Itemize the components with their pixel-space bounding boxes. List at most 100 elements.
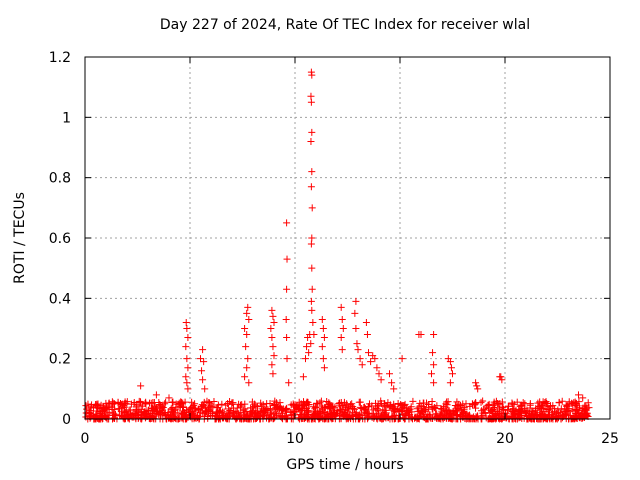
- data-point: [351, 309, 359, 317]
- x-tick-label: 25: [601, 431, 619, 447]
- data-point: [269, 370, 277, 378]
- baseline-point: [442, 407, 450, 415]
- baseline-point: [188, 398, 196, 406]
- data-point: [474, 385, 482, 393]
- baseline-point: [557, 405, 565, 413]
- baseline-point: [146, 399, 154, 407]
- baseline-point: [204, 414, 212, 422]
- baseline-point: [303, 414, 311, 422]
- baseline-point: [428, 405, 436, 413]
- baseline-point: [472, 404, 480, 412]
- data-point: [282, 315, 290, 323]
- baseline-point: [570, 399, 578, 407]
- baseline-point: [260, 408, 268, 416]
- baseline-point: [377, 397, 385, 405]
- baseline-point: [138, 414, 146, 422]
- baseline-point: [88, 411, 96, 419]
- baseline-point: [531, 406, 539, 414]
- baseline-point: [161, 400, 169, 408]
- baseline-point: [94, 400, 102, 408]
- data-point: [302, 355, 309, 363]
- baseline-point: [424, 401, 432, 409]
- baseline-point: [350, 405, 358, 413]
- baseline-point: [521, 400, 529, 408]
- baseline-point: [174, 400, 182, 408]
- baseline-point: [156, 401, 164, 409]
- data-point: [307, 92, 315, 100]
- baseline-point: [453, 398, 461, 406]
- data-point: [390, 385, 398, 393]
- baseline-point: [211, 412, 219, 420]
- y-tick-label: 0: [62, 412, 71, 428]
- baseline-point: [565, 414, 573, 422]
- baseline-point: [405, 406, 413, 414]
- baseline-point: [360, 406, 368, 414]
- baseline-point: [555, 398, 563, 406]
- baseline-point: [206, 399, 214, 407]
- data-point: [270, 352, 278, 360]
- baseline-point: [282, 407, 290, 415]
- baseline-point: [563, 402, 571, 410]
- baseline-point: [311, 407, 319, 415]
- baseline-point: [536, 404, 544, 412]
- baseline-point: [508, 399, 516, 407]
- baseline-point: [504, 402, 512, 410]
- baseline-point: [373, 405, 381, 413]
- baseline-point: [442, 414, 450, 422]
- baseline-point: [521, 406, 529, 414]
- baseline-point: [263, 400, 271, 408]
- baseline-point: [375, 401, 383, 409]
- baseline-point: [381, 400, 389, 408]
- baseline-point: [287, 411, 295, 419]
- baseline-point: [219, 408, 227, 416]
- data-point: [352, 325, 360, 332]
- data-point: [310, 331, 318, 339]
- y-tick-label: 0.2: [49, 352, 71, 368]
- baseline-point: [157, 411, 165, 419]
- data-point: [307, 183, 315, 191]
- baseline-point: [101, 405, 109, 413]
- baseline-point: [391, 406, 399, 414]
- data-point: [269, 343, 277, 351]
- baseline-point: [404, 407, 412, 415]
- baseline-point: [219, 412, 227, 420]
- y-tick-label: 1: [62, 110, 71, 126]
- data-point: [283, 355, 291, 363]
- data-point: [197, 355, 204, 363]
- baseline-point: [132, 410, 140, 418]
- data-point: [371, 355, 379, 363]
- data-point: [184, 334, 192, 342]
- data-point: [449, 370, 456, 378]
- data-point: [285, 379, 293, 387]
- x-tick-label: 15: [391, 431, 409, 447]
- baseline-point: [356, 398, 364, 406]
- baseline-point: [118, 407, 126, 415]
- baseline-point: [546, 407, 554, 415]
- baseline-point: [432, 410, 440, 418]
- baseline-point: [316, 408, 324, 416]
- data-point: [267, 325, 275, 332]
- baseline-point: [361, 412, 369, 420]
- data-point: [362, 318, 370, 326]
- data-point: [270, 318, 278, 326]
- baseline-point: [210, 398, 218, 406]
- baseline-point: [500, 405, 508, 413]
- data-point: [338, 346, 346, 354]
- baseline-point: [526, 401, 534, 409]
- baseline-point: [168, 408, 176, 416]
- axis-ticks: 0 5 10 15 20 25 0 0.2 0.4 0.6 0.8 1 1.2: [49, 50, 619, 447]
- baseline-point: [399, 414, 407, 422]
- baseline-point: [572, 410, 580, 418]
- baseline-point: [118, 400, 126, 408]
- baseline-point: [524, 409, 532, 417]
- baseline-point: [86, 414, 94, 422]
- baseline-point: [357, 410, 365, 418]
- baseline-point: [108, 406, 116, 414]
- data-point: [182, 373, 190, 381]
- y-tick-label: 1.2: [49, 50, 71, 66]
- data-point: [339, 325, 347, 332]
- baseline-point: [259, 401, 267, 409]
- data-point: [269, 312, 277, 320]
- data-point: [308, 264, 316, 272]
